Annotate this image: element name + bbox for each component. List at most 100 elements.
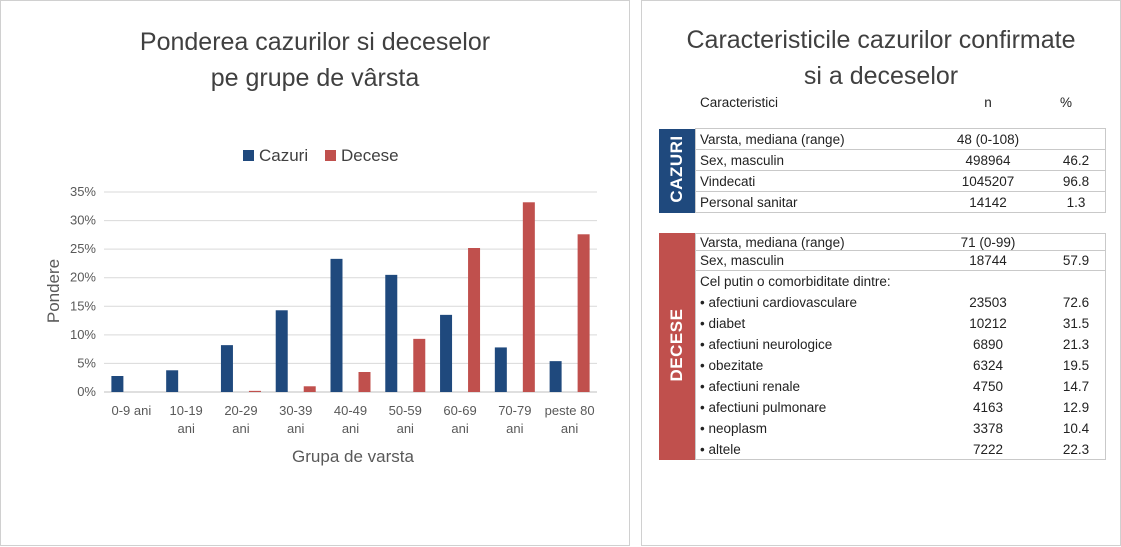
- row-pct-value: 72.6: [1062, 295, 1090, 310]
- comorbidity-title-row: Cel putin o comorbiditate dintre:: [696, 271, 1105, 292]
- y-tick-label: 0%: [77, 384, 96, 399]
- x-tick-label: 70-79: [498, 403, 531, 418]
- row-n-value: 10212: [969, 316, 1007, 331]
- y-tick-label: 30%: [70, 213, 96, 228]
- x-tick-label: ani: [451, 421, 468, 436]
- comorbidity-row: • afectiuni pulmonare 4163 12.9: [696, 397, 1105, 418]
- header-n: n: [984, 95, 992, 110]
- row-characteristic: • afectiuni cardiovasculare: [700, 295, 858, 310]
- row-characteristic: • afectiuni neurologice: [700, 337, 833, 352]
- bar-cazuri: [494, 347, 507, 392]
- row-characteristic: • diabet: [700, 316, 746, 331]
- row-characteristic: • obezitate: [700, 358, 764, 373]
- header-pct: %: [1059, 95, 1072, 110]
- row-n-value: 23503: [969, 295, 1007, 310]
- decese-table-row: Varsta, mediana (range) 71 (0-99): [696, 234, 1105, 251]
- x-tick-label: 20-29: [224, 403, 257, 418]
- comorbidity-row: • afectiuni neurologice 6890 21.3: [696, 334, 1105, 355]
- comorbidity-row: • obezitate 6324 19.5: [696, 355, 1105, 376]
- row-characteristic: • altele: [700, 442, 741, 457]
- row-pct-value: 12.9: [1062, 400, 1090, 415]
- bar-cazuri: [166, 370, 179, 392]
- row-characteristic: • afectiuni renale: [700, 379, 801, 394]
- cazuri-table-row: Personal sanitar 14142 1.3: [696, 192, 1105, 213]
- y-tick-label: 35%: [70, 184, 96, 199]
- x-tick-label: ani: [397, 421, 414, 436]
- decese-box: [695, 233, 1106, 460]
- row-n-value: 71 (0-99): [960, 235, 1016, 250]
- y-tick-label: 15%: [70, 298, 96, 313]
- bar-decese: [413, 338, 426, 392]
- row-characteristic: Vindecati: [700, 174, 756, 189]
- bar-decese: [522, 202, 535, 392]
- x-tick-label: 60-69: [443, 403, 476, 418]
- row-pct-value: 96.8: [1062, 174, 1090, 189]
- row-pct-value: 21.3: [1062, 337, 1090, 352]
- x-tick-label: ani: [506, 421, 523, 436]
- x-tick-label: ani: [342, 421, 359, 436]
- bar-cazuri: [440, 314, 453, 392]
- bar-decese: [468, 248, 481, 392]
- table-title-line2: si a deceselor: [803, 62, 959, 90]
- row-pct-value: 14.7: [1062, 379, 1090, 394]
- x-tick-label: ani: [177, 421, 194, 436]
- row-n-value: 4163: [972, 400, 1004, 415]
- bar-decese: [358, 372, 371, 392]
- comorbidity-row: • altele 7222 22.3: [696, 439, 1105, 460]
- row-n-value: 1045207: [961, 174, 1015, 189]
- chart-panel: Ponderea cazurilor si deceselor pe grupe…: [0, 0, 630, 546]
- y-axis-title: Pondere: [44, 259, 63, 323]
- row-n-value: 7222: [972, 442, 1004, 457]
- row-n-value: 14142: [969, 195, 1007, 210]
- legend-label-decese: Decese: [341, 146, 399, 165]
- row-n-value: 3378: [972, 421, 1004, 436]
- bar-decese: [248, 390, 261, 392]
- comorbidity-row: • afectiuni cardiovasculare 23503 72.6: [696, 292, 1105, 313]
- row-n-value: 498964: [965, 153, 1011, 168]
- x-tick-label: 0-9 ani: [112, 403, 152, 418]
- table-title-line1: Caracteristicile cazurilor confirmate: [686, 26, 1076, 54]
- cazuri-table-row: Varsta, mediana (range) 48 (0-108): [696, 129, 1105, 150]
- y-tick-label: 5%: [77, 355, 96, 370]
- y-tick-label: 10%: [70, 327, 96, 342]
- cazuri-table-row: Vindecati 1045207 96.8: [696, 171, 1105, 192]
- row-n-value: 18744: [969, 253, 1007, 268]
- row-characteristic: • afectiuni pulmonare: [700, 400, 827, 415]
- bar-decese: [577, 234, 590, 392]
- bar-cazuri: [330, 258, 343, 392]
- x-axis-title: Grupa de varsta: [292, 447, 414, 466]
- y-tick-label: 20%: [70, 270, 96, 285]
- x-tick-label: 10-19: [170, 403, 203, 418]
- x-tick-label: 30-39: [279, 403, 312, 418]
- cazuri-box: [695, 128, 1106, 213]
- row-pct-value: 57.9: [1062, 253, 1090, 268]
- bar-decese: [303, 386, 316, 392]
- comorbidity-row: • diabet 10212 31.5: [696, 313, 1105, 334]
- x-tick-label: 40-49: [334, 403, 367, 418]
- row-pct-value: 1.3: [1066, 195, 1086, 210]
- row-pct-value: 46.2: [1062, 153, 1090, 168]
- row-characteristic: • neoplasm: [700, 421, 768, 436]
- x-tick-label: ani: [561, 421, 578, 436]
- row-n-value: 48 (0-108): [956, 132, 1020, 147]
- row-n-value: 4750: [972, 379, 1004, 394]
- legend-label-cazuri: Cazuri: [259, 146, 308, 165]
- bar-cazuri: [111, 376, 124, 392]
- row-pct-value: 10.4: [1062, 421, 1090, 436]
- chart-title-line2: pe grupe de vârsta: [210, 64, 420, 92]
- row-pct-value: 19.5: [1062, 358, 1090, 373]
- cazuri-table-row: Sex, masculin 498964 46.2: [696, 150, 1105, 171]
- row-n-value: 6324: [972, 358, 1004, 373]
- comorbidity-row: • afectiuni renale 4750 14.7: [696, 376, 1105, 397]
- legend-swatch-decese: [325, 150, 336, 161]
- row-pct-value: 22.3: [1062, 442, 1090, 457]
- bar-chart: 0% 5% 10% 15% 20% 25% 30% 35% 0-9 ani 10-19 ani 20-…: [44, 146, 597, 466]
- row-characteristic: Cel putin o comorbiditate dintre:: [700, 274, 891, 289]
- bar-cazuri: [385, 274, 398, 392]
- chart-title-line1: Ponderea cazurilor si deceselor: [139, 28, 491, 56]
- bar-cazuri: [549, 361, 562, 392]
- table-panel: Caracteristicile cazurilor confirmate si…: [641, 0, 1121, 546]
- x-tick-label: 50-59: [389, 403, 422, 418]
- row-pct-value: 31.5: [1062, 316, 1090, 331]
- row-characteristic: Sex, masculin: [700, 153, 785, 168]
